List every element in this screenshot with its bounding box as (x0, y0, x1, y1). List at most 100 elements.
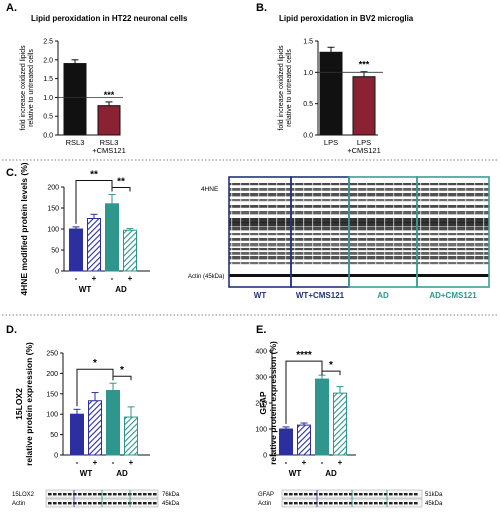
blot-band (73, 493, 77, 496)
blot-d-row2-label: Actin (12, 501, 25, 507)
blot-band (414, 502, 418, 505)
blot-band (118, 493, 122, 496)
panel-d-letter: D. (6, 324, 17, 336)
blot-band (143, 493, 147, 496)
blot-band (123, 502, 127, 505)
bar (63, 63, 87, 136)
blot-band (289, 502, 293, 505)
blot-band (58, 493, 62, 496)
x-sub-label: - (111, 274, 114, 283)
lane-gap (240, 181, 242, 265)
panel-b-letter: B. (256, 2, 267, 14)
lane-gap (366, 181, 368, 265)
y-tick-label: 0.5 (303, 101, 313, 108)
y-tick-label: 2.0 (43, 57, 53, 64)
blot-band (334, 502, 338, 505)
lane-gap (456, 181, 458, 265)
blot-band (394, 493, 398, 496)
blot-band (384, 493, 388, 496)
blot-band (88, 502, 92, 505)
y-axis-label: relative to untreated cells (28, 49, 35, 127)
lane-gap (393, 181, 395, 265)
blot-band (314, 502, 318, 505)
blot-band (229, 252, 489, 255)
significance-label: *** (104, 90, 115, 100)
y-tick-label: 150 (46, 391, 58, 398)
y-tick-label: 200 (46, 371, 58, 378)
lane-gap (339, 181, 341, 265)
y-tick-label: 50 (50, 432, 58, 439)
lane-gap (276, 181, 278, 265)
blot-band (108, 502, 112, 505)
chart-d: 0 50 100 150 200 250 15LOX2 relative protein ex… (14, 342, 150, 478)
blot-band (334, 493, 338, 496)
category-label: LPS (357, 138, 371, 147)
y-tick-label: 250 (46, 351, 58, 358)
y-axis-label: GFAP (258, 391, 268, 414)
y-axis-label: 15LOX2 (14, 388, 24, 420)
bar (105, 203, 119, 272)
bar (88, 400, 102, 456)
category-label: RSL3 (100, 138, 119, 147)
blot-band (138, 502, 142, 505)
bar (87, 218, 101, 272)
lane-gap (465, 181, 467, 265)
lane-gap (438, 181, 440, 265)
blot-band (113, 493, 117, 496)
chart-e: 0 100 200 300 400 GFAP relative protein expres… (255, 341, 356, 478)
y-axis-label: fold increase oxidized lipids (278, 45, 285, 131)
y-tick-label: 100 (255, 427, 267, 434)
lane-gap (411, 181, 413, 265)
blot-band (229, 238, 489, 241)
blot-band (229, 183, 489, 186)
lane-gap (330, 181, 332, 265)
blot-e-bands (284, 493, 418, 505)
y-tick-label: 0.0 (43, 133, 53, 140)
blot-band (319, 502, 323, 505)
x-sub-label: - (112, 458, 115, 467)
panel-b-title: Lipid peroxidation in BV2 microglia (279, 14, 414, 23)
blot-band (229, 243, 489, 247)
blot-band (344, 502, 348, 505)
x-sub-label: + (128, 274, 133, 283)
blot-band (404, 493, 408, 496)
blot-band (113, 502, 117, 505)
blot-band (229, 211, 489, 215)
blot-band (108, 493, 112, 496)
blot-band (153, 502, 157, 505)
chart-a: 0.0 0.5 1.0 1.5 2.0 2.5 fold increase oxidized… (20, 39, 126, 156)
blot-band (229, 256, 489, 260)
blot-group-wt-cms121: WT+CMS121 (296, 291, 345, 300)
blot-e-kda1: 51kDa (425, 492, 443, 498)
blot-band (68, 502, 72, 505)
blot-band (284, 502, 288, 505)
lane-gap (321, 181, 323, 265)
blot-band (304, 493, 308, 496)
blot-band (329, 502, 333, 505)
blot-band (399, 502, 403, 505)
blot-band (414, 493, 418, 496)
blot-band (364, 502, 368, 505)
blot-band (48, 502, 52, 505)
blot-d-kda2: 45kDa (162, 501, 180, 507)
group-label: WT (289, 469, 302, 478)
blot-e-row1-label: GFAP (258, 492, 274, 498)
blot-group-ad-cms121: AD+CMS121 (429, 291, 477, 300)
blot-band (123, 493, 127, 496)
significance-bracket (285, 360, 323, 424)
significance-label: * (329, 360, 333, 371)
blot-d-kda1: 76kDa (162, 492, 180, 498)
blot-band (289, 493, 293, 496)
lane-gap (312, 181, 314, 265)
y-tick-label: 0 (55, 269, 59, 276)
significance-bracket (112, 375, 132, 381)
bar (315, 378, 329, 456)
blot-band (379, 493, 383, 496)
lane-gap (384, 181, 386, 265)
lane-gap (294, 181, 296, 265)
y-tick-label: 100 (46, 412, 58, 419)
panel-c-letter: C. (6, 167, 17, 179)
blot-group-wt: WT (254, 291, 267, 300)
panel-a-title: Lipid peroxidation in HT22 neuronal cell… (31, 14, 188, 23)
y-axis-label: fold increase oxidized lipids (20, 45, 27, 131)
